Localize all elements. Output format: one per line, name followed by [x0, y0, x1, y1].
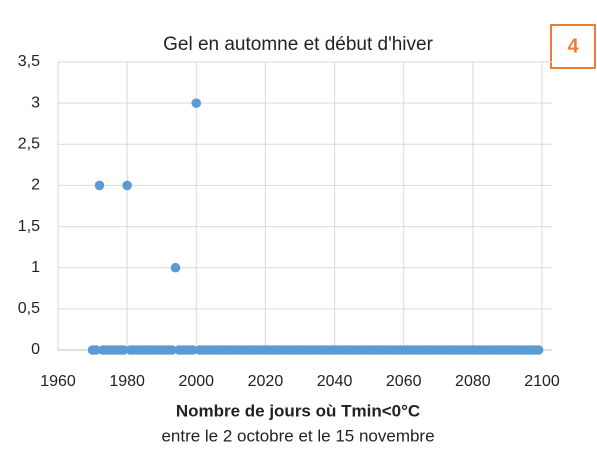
point: [167, 345, 177, 355]
y-tick-label: 1,5: [18, 218, 40, 235]
point: [191, 98, 202, 108]
point: [533, 345, 544, 355]
x-axis-label: Nombre de jours où Tmin<0°C: [176, 401, 420, 420]
point: [170, 262, 181, 273]
point: [94, 180, 105, 191]
subtitle: entre le 2 octobre et le 15 novembre: [161, 426, 434, 445]
x-tick-label: 2060: [386, 373, 422, 390]
y-tick-label: 3: [31, 94, 40, 111]
y-tick-label: 0: [31, 341, 40, 358]
y-tick-label: 0,5: [18, 300, 40, 317]
y-tick-label: 1: [31, 259, 40, 276]
badge-box: [550, 24, 596, 69]
chart-title: Gel en automne et début d'hiver: [163, 34, 433, 55]
point: [118, 345, 129, 355]
point: [122, 180, 132, 191]
x-tick-label: 1960: [40, 373, 76, 390]
x-tick-label: 1980: [109, 373, 145, 390]
y-tick-label: 2,5: [18, 136, 40, 153]
x-tick-label: 2040: [317, 373, 353, 390]
y-tick-label: 2: [31, 177, 40, 194]
x-tick-label: 2100: [524, 373, 560, 390]
point: [91, 345, 101, 355]
badge: 4: [567, 35, 579, 57]
x-tick-label: 2000: [178, 373, 214, 390]
point: [188, 345, 198, 355]
x-tick-label: 2020: [248, 373, 284, 390]
y-tick-label: 3,5: [18, 53, 40, 70]
x-tick-label: 2080: [455, 373, 491, 390]
